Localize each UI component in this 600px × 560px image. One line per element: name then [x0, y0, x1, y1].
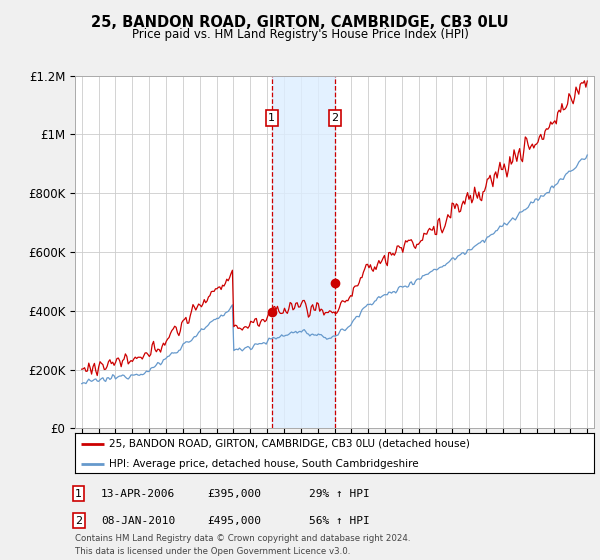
Text: 56% ↑ HPI: 56% ↑ HPI — [309, 516, 370, 526]
Text: 1: 1 — [75, 489, 82, 499]
Text: 1: 1 — [268, 113, 275, 123]
Bar — [272, 76, 335, 428]
Text: Price paid vs. HM Land Registry's House Price Index (HPI): Price paid vs. HM Land Registry's House … — [131, 28, 469, 41]
Text: £495,000: £495,000 — [207, 516, 261, 526]
Text: 25, BANDON ROAD, GIRTON, CAMBRIDGE, CB3 0LU: 25, BANDON ROAD, GIRTON, CAMBRIDGE, CB3 … — [91, 15, 509, 30]
Text: £395,000: £395,000 — [207, 489, 261, 499]
Text: 25, BANDON ROAD, GIRTON, CAMBRIDGE, CB3 0LU (detached house): 25, BANDON ROAD, GIRTON, CAMBRIDGE, CB3 … — [109, 439, 470, 449]
Text: 2: 2 — [75, 516, 82, 526]
Text: Contains HM Land Registry data © Crown copyright and database right 2024.
This d: Contains HM Land Registry data © Crown c… — [75, 534, 410, 556]
Text: 29% ↑ HPI: 29% ↑ HPI — [309, 489, 370, 499]
Text: 13-APR-2006: 13-APR-2006 — [101, 489, 175, 499]
Text: HPI: Average price, detached house, South Cambridgeshire: HPI: Average price, detached house, Sout… — [109, 459, 418, 469]
Text: 2: 2 — [331, 113, 338, 123]
Text: 08-JAN-2010: 08-JAN-2010 — [101, 516, 175, 526]
